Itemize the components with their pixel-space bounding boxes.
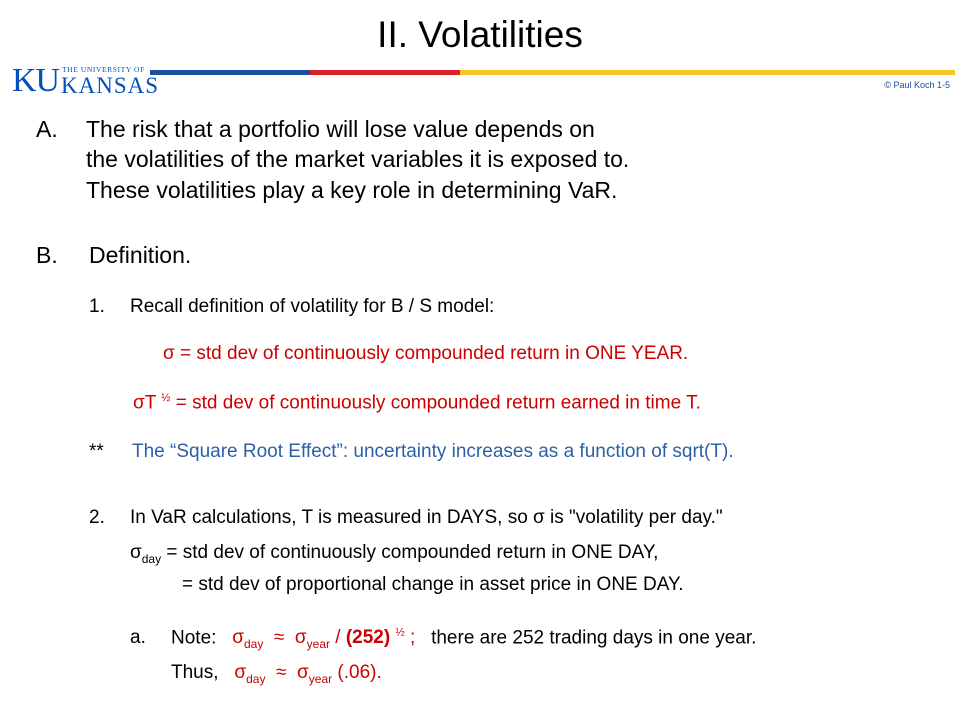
item-2-line-2-text: = std dev of continuously compounded ret…: [161, 542, 659, 563]
square-root-note: The “Square Root Effect”: uncertainty in…: [132, 441, 734, 462]
note-252: (252): [345, 627, 391, 649]
note-divide: /: [335, 627, 341, 649]
copyright-notice: © Paul Koch 1-5: [884, 80, 950, 90]
ku-logo-monogram: KU: [12, 62, 60, 99]
thus-sigma-day: σ: [234, 662, 247, 683]
thus-line: Thus, σday ≈ σyear (.06).: [171, 662, 382, 686]
note-label: Note:: [171, 627, 217, 649]
sigma-t-definition-text: = std dev of continuously compounded ret…: [175, 392, 701, 414]
note-sigma-year-subscript: year: [306, 637, 330, 652]
item-2-line-3: = std dev of proportional change in asse…: [182, 574, 684, 595]
note-trading-days-text: there are 252 trading days in one year.: [431, 627, 757, 649]
note-sigma-day: σ: [232, 627, 244, 649]
header-bar-red-segment: [310, 70, 460, 75]
thus-approx-symbol: ≈: [276, 662, 287, 683]
note-half-exponent: ½: [395, 627, 405, 639]
item-1-marker: 1.: [89, 296, 105, 317]
sigma-t-exponent: ½: [161, 392, 171, 404]
item-1-text: Recall definition of volatility for B / …: [130, 296, 495, 317]
slide-title: II. Volatilities: [377, 14, 583, 55]
sigma-root-t-definition: σT ½ = std dev of continuously compounde…: [133, 392, 701, 414]
note-sigma-year: σ: [294, 627, 307, 649]
note-approx-symbol: ≈: [273, 627, 285, 649]
header-bar-blue-segment: [150, 70, 310, 75]
item-2a-marker: a.: [130, 627, 146, 648]
thus-sigma-day-subscript: day: [246, 671, 266, 686]
section-a-marker: A.: [36, 116, 58, 142]
sigma-t-symbol: σT: [133, 392, 156, 414]
section-a-line-2: the volatilities of the market variables…: [86, 146, 630, 172]
note-semicolon: ;: [409, 627, 416, 649]
section-a-line-1: The risk that a portfolio will lose valu…: [86, 116, 595, 142]
section-b-heading: Definition.: [89, 242, 192, 268]
item-2-line-1: In VaR calculations, T is measured in DA…: [130, 507, 723, 528]
item-2-marker: 2.: [89, 507, 105, 528]
square-root-note-marker: **: [89, 441, 104, 462]
item-2a-note-line: Note: σday ≈ σyear / (252) ½ ; there are…: [171, 627, 756, 651]
sigma-definition: σ = std dev of continuously compounded r…: [163, 343, 689, 364]
ku-logo-kansas: KANSAS: [61, 73, 160, 98]
ku-logo-university-line: THE UNIVERSITY OF: [62, 65, 145, 74]
note-sigma-day-subscript: day: [244, 637, 264, 652]
item-2-line-2: σday = std dev of continuously compounde…: [130, 542, 658, 566]
sigma-day-subscript: day: [141, 551, 162, 566]
thus-value: (.06).: [337, 662, 382, 683]
sigma-day-symbol: σ: [130, 542, 142, 563]
section-b-marker: B.: [36, 242, 58, 268]
section-a-line-3: These volatilities play a key role in de…: [86, 177, 618, 203]
thus-formula: σday ≈ σyear (.06).: [234, 662, 382, 686]
ku-logo: KU THE UNIVERSITY OF KANSAS: [12, 62, 158, 100]
thus-sigma-year-subscript: year: [308, 671, 333, 686]
note-formula: σday ≈ σyear / (252) ½ ;: [232, 627, 416, 652]
header-color-bar: [150, 70, 955, 75]
header-bar-yellow-segment: [460, 70, 955, 75]
thus-sigma-year: σ: [297, 662, 309, 683]
thus-label: Thus,: [171, 662, 219, 683]
